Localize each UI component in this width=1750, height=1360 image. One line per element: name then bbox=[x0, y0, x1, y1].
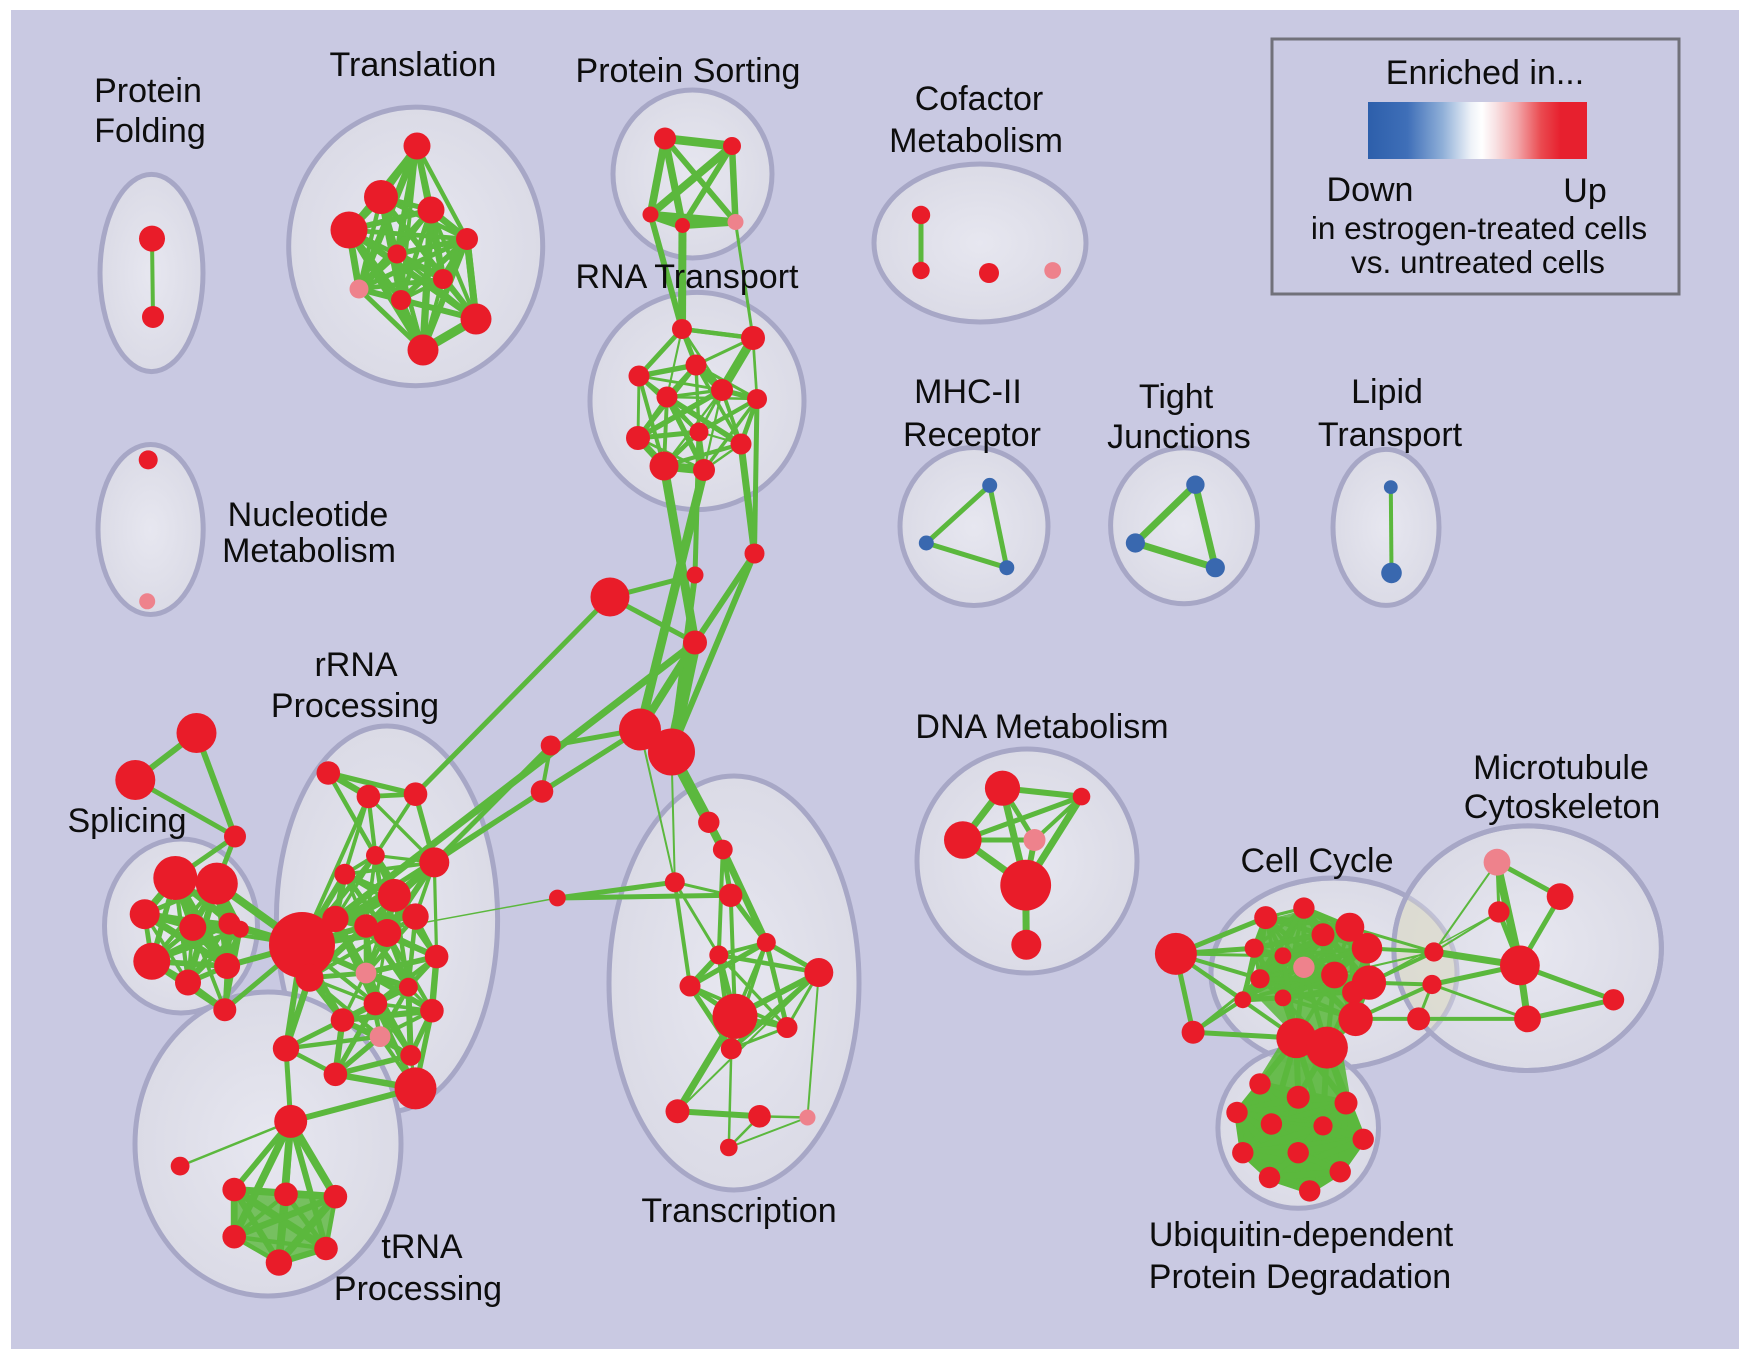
svg-text:Transport: Transport bbox=[1318, 416, 1463, 454]
svg-text:Lipid: Lipid bbox=[1351, 373, 1423, 411]
svg-text:Metabolism: Metabolism bbox=[222, 532, 396, 570]
svg-text:Protein: Protein bbox=[94, 72, 202, 110]
svg-text:Folding: Folding bbox=[94, 112, 206, 150]
svg-text:Down: Down bbox=[1327, 171, 1414, 209]
svg-text:rRNA: rRNA bbox=[314, 646, 397, 684]
svg-text:Up: Up bbox=[1563, 172, 1606, 210]
svg-text:Ubiquitin-dependent: Ubiquitin-dependent bbox=[1149, 1216, 1454, 1254]
svg-text:Protein Degradation: Protein Degradation bbox=[1149, 1258, 1451, 1296]
svg-text:MHC-II: MHC-II bbox=[914, 373, 1022, 411]
svg-text:in estrogen-treated cells: in estrogen-treated cells bbox=[1311, 210, 1647, 246]
svg-text:Processing: Processing bbox=[334, 1270, 502, 1308]
svg-text:Receptor: Receptor bbox=[903, 416, 1041, 454]
svg-text:Translation: Translation bbox=[330, 46, 497, 84]
svg-text:Enriched in...: Enriched in... bbox=[1386, 54, 1584, 92]
svg-text:Tight: Tight bbox=[1139, 378, 1214, 416]
svg-text:Junctions: Junctions bbox=[1107, 418, 1251, 456]
svg-text:Protein Sorting: Protein Sorting bbox=[576, 52, 801, 90]
svg-text:Cell Cycle: Cell Cycle bbox=[1240, 842, 1393, 880]
svg-text:Nucleotide: Nucleotide bbox=[228, 496, 389, 534]
svg-text:Transcription: Transcription bbox=[641, 1192, 836, 1230]
svg-text:vs. untreated cells: vs. untreated cells bbox=[1351, 244, 1605, 280]
svg-text:DNA Metabolism: DNA Metabolism bbox=[915, 708, 1168, 746]
svg-text:tRNA: tRNA bbox=[381, 1228, 463, 1266]
svg-text:Cofactor: Cofactor bbox=[915, 80, 1044, 118]
svg-text:RNA Transport: RNA Transport bbox=[576, 258, 800, 296]
svg-text:Splicing: Splicing bbox=[67, 802, 186, 840]
svg-text:Microtubule: Microtubule bbox=[1473, 749, 1649, 787]
svg-text:Cytoskeleton: Cytoskeleton bbox=[1464, 788, 1661, 826]
svg-text:Processing: Processing bbox=[271, 687, 439, 725]
svg-text:Metabolism: Metabolism bbox=[889, 122, 1063, 160]
